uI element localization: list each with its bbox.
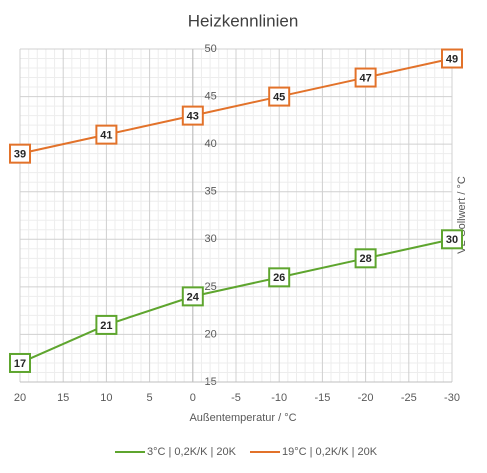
data-label-box [441,229,463,250]
data-label: 47 [359,72,371,84]
data-label-box [268,267,291,288]
data-label-box [95,314,118,335]
data-label-box [9,143,31,164]
data-label-box [441,48,463,69]
data-label: 30 [446,234,458,246]
x-axis-title: Außentemperatur / °C [189,412,296,424]
data-label-box [95,124,118,145]
data-label: 43 [187,111,199,123]
data-label: 41 [100,130,112,142]
x-tick-label: 10 [100,392,112,404]
series-line [19,57,453,155]
x-tick-label: -25 [401,392,417,404]
y-tick-label: 40 [205,138,217,150]
data-label: 45 [273,91,285,103]
data-label-box [268,86,291,107]
data-label: 24 [187,291,200,303]
series-line [19,238,453,364]
x-tick-label: -10 [271,392,287,404]
data-label: 21 [100,320,112,332]
x-tick-label: 5 [147,392,153,404]
x-tick-label: -20 [358,392,374,404]
data-label: 49 [446,53,458,65]
data-label: 26 [273,272,285,284]
x-tick-label: 15 [57,392,69,404]
chart-title: Heizkennlinien [188,11,299,30]
y-tick-label: 30 [205,233,217,245]
data-label: 39 [14,149,26,161]
x-tick-label: 20 [14,392,26,404]
x-tick-label: -30 [444,392,460,404]
data-label: 28 [359,253,371,265]
legend-label: 3°C | 0,2K/K | 20K [147,446,237,458]
x-tick-label: 0 [190,392,196,404]
y-tick-label: 45 [205,90,217,102]
data-label-box [354,248,377,269]
x-tick-label: -15 [314,392,330,404]
x-tick-label: -5 [231,392,241,404]
data-label-box [9,352,31,373]
legend-label: 19°C | 0,2K/K | 20K [282,446,378,458]
data-label-box [181,286,204,307]
y-tick-label: 35 [205,186,217,198]
y-tick-label: 25 [205,281,217,293]
y-tick-label: 50 [205,43,217,55]
y-tick-label: 20 [205,328,217,340]
data-label: 17 [14,358,26,370]
grid [19,48,453,383]
data-label-box [181,105,204,126]
data-label-box [354,67,377,88]
